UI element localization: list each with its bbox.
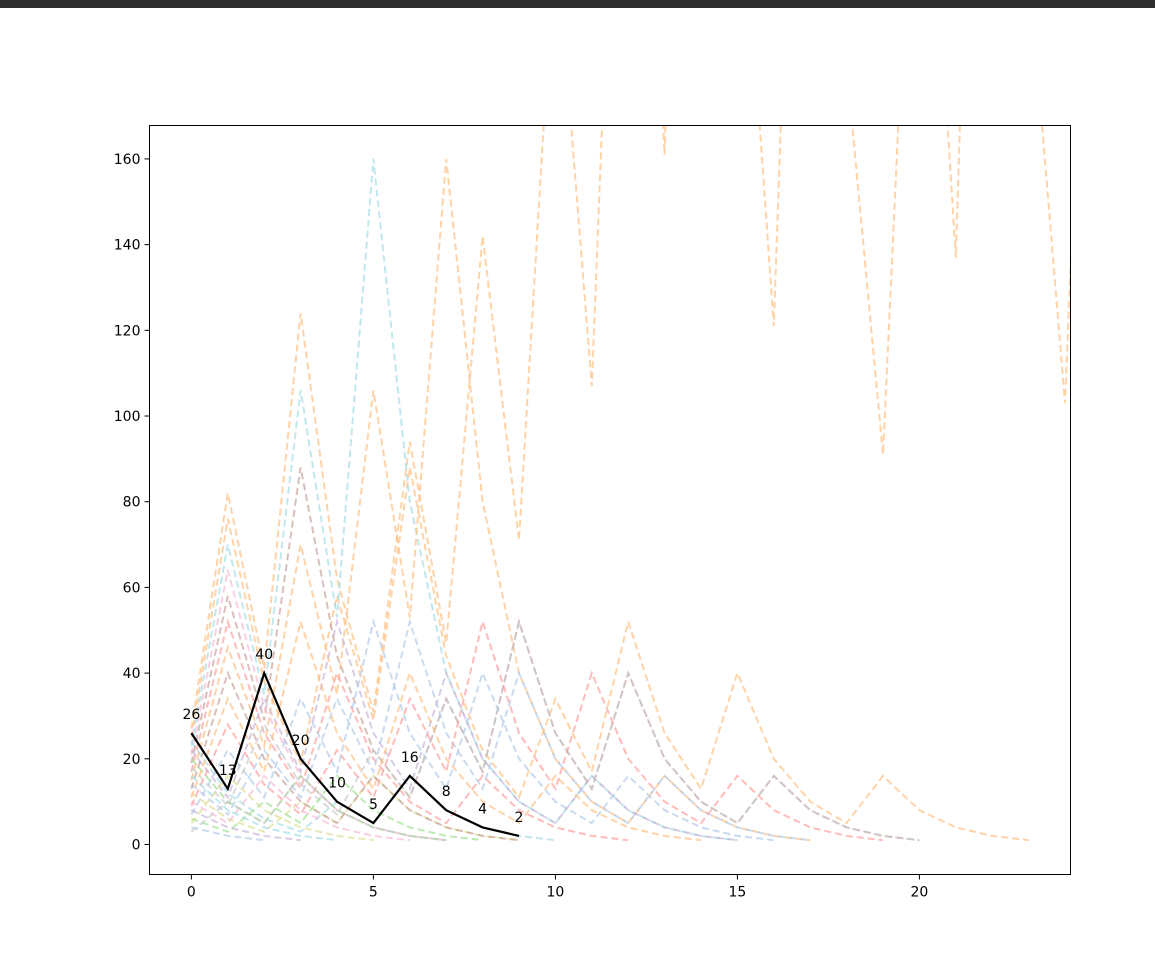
background-series-line: [190, 774, 374, 842]
point-label: 20: [292, 733, 310, 749]
x-tick-label: 20: [911, 885, 929, 901]
x-tick-label: 5: [369, 885, 378, 901]
x-axis: 0 5 10 15 20: [187, 874, 929, 901]
highlight-series-line: [190, 669, 520, 837]
y-axis: 0 20 40 60 80 100 120 140 160: [114, 152, 150, 854]
background-series-line: [190, 125, 1071, 729]
x-tick-label: 10: [546, 885, 564, 901]
y-tick-label: 80: [123, 495, 141, 511]
y-tick-label: 120: [114, 323, 141, 339]
background-series-line: [190, 618, 738, 842]
background-series-line: [190, 618, 702, 842]
background-series-line: [190, 467, 1029, 842]
point-label: 16: [401, 750, 419, 766]
y-tick-label: 100: [114, 409, 141, 425]
background-series-line: [190, 670, 520, 842]
y-tick-label: 160: [114, 152, 141, 168]
x-tick-label: 0: [187, 885, 196, 901]
background-series-line: [190, 618, 920, 842]
y-tick-label: 140: [114, 238, 141, 254]
point-label: 13: [219, 763, 237, 779]
highlight-series-group: [190, 669, 520, 837]
y-tick-label: 20: [123, 752, 141, 768]
background-series-line: [190, 618, 884, 842]
plot-frame: [149, 125, 1071, 875]
window-top-bar: [0, 0, 1155, 8]
background-series-line: [190, 618, 811, 842]
background-series-line: [191, 774, 483, 842]
point-label: 5: [369, 797, 378, 813]
background-series-line: [190, 158, 738, 842]
background-series-line: [190, 618, 629, 842]
y-tick-label: 0: [132, 838, 141, 854]
background-series-group: [190, 125, 1071, 842]
point-label: 10: [328, 776, 346, 792]
background-series-line: [191, 826, 265, 842]
background-series-line: [190, 774, 447, 842]
point-label: 40: [255, 647, 273, 663]
x-tick-label: 15: [728, 885, 746, 901]
y-tick-label: 40: [123, 666, 141, 682]
point-labels-group: 26 13 40 20 10 5 16 8 4 2: [182, 647, 523, 826]
point-label: 26: [182, 707, 200, 723]
point-label: 8: [442, 784, 451, 800]
background-series-line: [190, 775, 338, 842]
background-series-line: [190, 809, 301, 842]
y-tick-label: 60: [123, 580, 141, 596]
point-label: 2: [515, 810, 524, 826]
point-label: 4: [478, 801, 487, 817]
